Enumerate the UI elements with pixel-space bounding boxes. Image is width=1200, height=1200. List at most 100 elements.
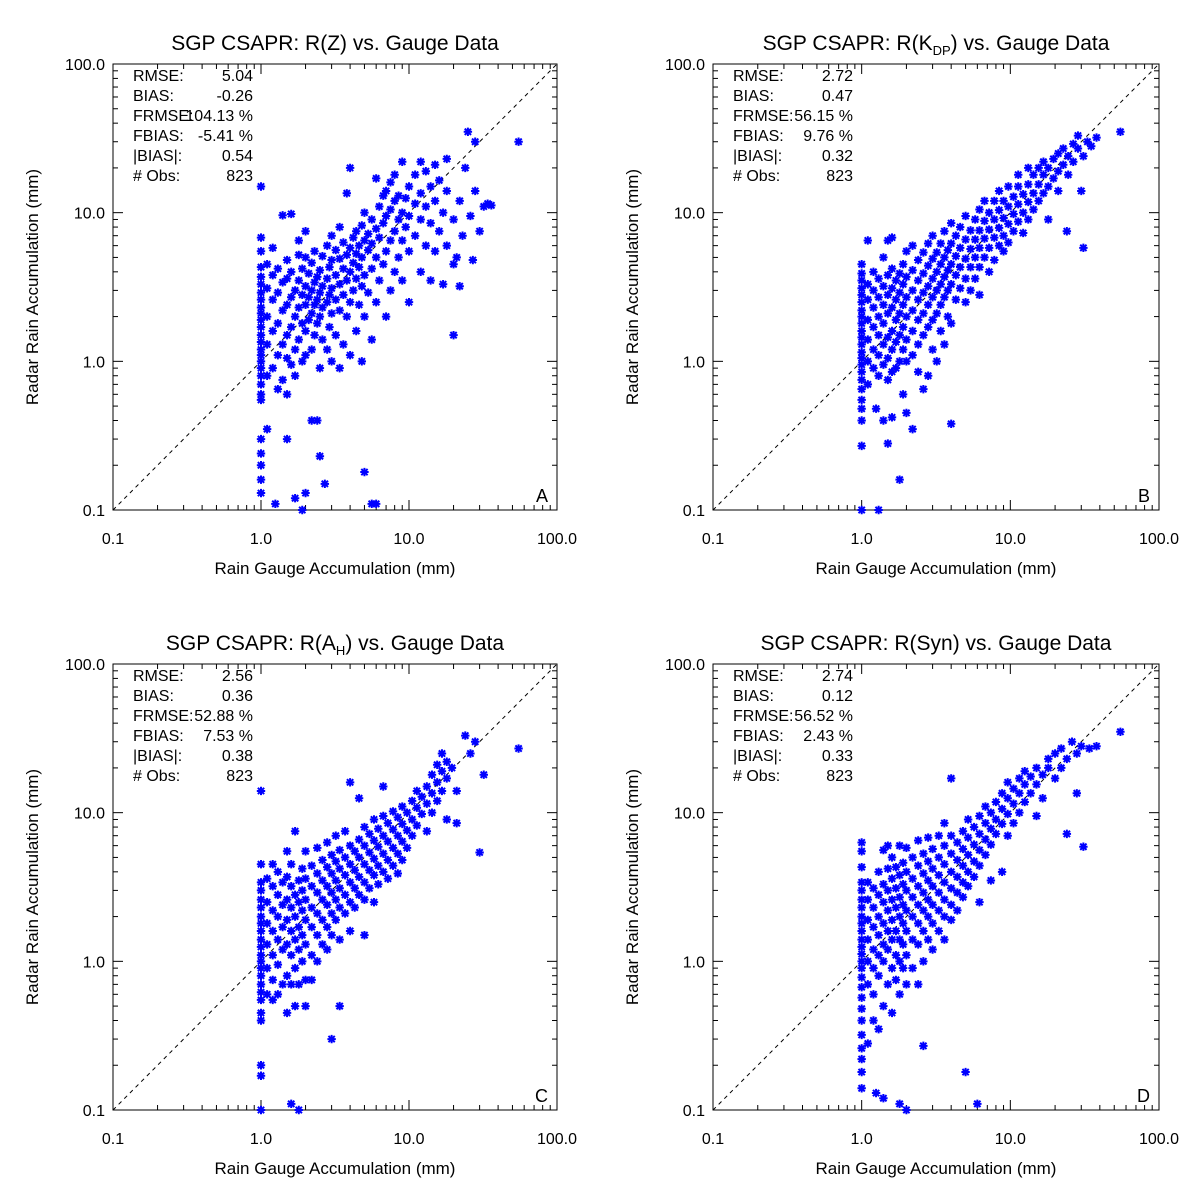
data-point — [290, 935, 300, 944]
data-point — [919, 957, 928, 966]
data-point — [287, 903, 296, 912]
data-point — [895, 288, 904, 297]
data-point — [908, 424, 917, 434]
y-tick-label: 10.0 — [674, 806, 705, 823]
data-point — [891, 884, 901, 893]
data-point — [1004, 219, 1013, 229]
stat-value: 2.56 — [222, 668, 253, 685]
data-point — [401, 194, 410, 203]
data-point — [1079, 842, 1088, 851]
data-point — [345, 267, 355, 277]
data-point — [1044, 763, 1053, 773]
data-point — [371, 174, 381, 183]
data-point — [887, 915, 897, 925]
x-tick-label: 100.0 — [537, 531, 577, 548]
data-point — [857, 290, 866, 300]
data-point — [298, 930, 307, 940]
data-point — [879, 319, 888, 328]
data-point — [887, 367, 897, 377]
data-point — [278, 878, 287, 887]
stat-label: RMSE: — [133, 68, 184, 85]
data-point — [883, 886, 893, 895]
data-point — [958, 844, 968, 854]
data-point — [932, 357, 941, 366]
data-point — [452, 818, 461, 828]
data-point — [313, 416, 322, 425]
data-point — [928, 274, 937, 283]
data-point — [310, 330, 319, 340]
stat-label: BIAS: — [133, 88, 174, 105]
data-point — [946, 419, 956, 429]
data-point — [386, 205, 395, 214]
data-point — [1073, 131, 1083, 140]
data-point — [940, 227, 949, 236]
stat-label: FBIAS: — [733, 128, 784, 145]
data-point — [928, 345, 937, 354]
data-point — [363, 288, 373, 297]
data-point — [874, 1024, 883, 1034]
data-point — [940, 935, 949, 944]
data-point — [1024, 197, 1033, 207]
data-point — [268, 326, 277, 336]
data-point — [902, 408, 911, 418]
data-point — [1062, 829, 1072, 839]
data-point — [335, 254, 344, 263]
data-point — [975, 811, 984, 821]
chart-title: SGP CSAPR: R(Syn) vs. Gauge Data — [761, 632, 1112, 655]
data-point — [883, 270, 893, 280]
x-axis-label: Rain Gauge Accumulation (mm) — [816, 559, 1057, 578]
data-point — [999, 247, 1008, 256]
data-point — [1015, 789, 1024, 798]
data-point — [863, 357, 873, 366]
data-point — [357, 253, 367, 262]
data-point — [394, 191, 403, 200]
stat-value: 823 — [826, 168, 853, 185]
data-point — [857, 312, 866, 321]
data-point — [902, 906, 911, 915]
data-point — [298, 264, 307, 273]
data-point — [301, 227, 310, 236]
data-point — [379, 782, 388, 791]
data-point — [375, 276, 384, 285]
data-point — [315, 288, 325, 297]
data-point — [483, 199, 492, 208]
data-point — [390, 227, 399, 236]
data-point — [891, 315, 901, 325]
data-point — [986, 840, 996, 849]
data-point — [421, 241, 431, 250]
data-point — [470, 137, 480, 146]
data-point — [883, 841, 893, 850]
data-point — [322, 345, 332, 354]
data-point — [984, 225, 994, 234]
data-point — [913, 255, 923, 265]
data-point — [315, 266, 325, 275]
data-point — [951, 231, 961, 240]
data-point — [975, 829, 984, 839]
data-point — [287, 860, 296, 869]
data-point — [442, 154, 451, 164]
data-point — [898, 260, 908, 269]
data-point — [345, 841, 355, 850]
data-point — [1038, 770, 1047, 779]
data-point — [883, 375, 893, 385]
data-point — [282, 895, 292, 904]
data-point — [874, 274, 883, 283]
data-point — [1049, 174, 1058, 183]
data-point — [857, 269, 866, 278]
data-point — [857, 367, 866, 377]
data-point — [857, 993, 866, 1002]
data-point — [932, 267, 941, 277]
data-point — [271, 499, 280, 509]
stat-value: 9.76 % — [803, 128, 853, 145]
data-point — [919, 849, 928, 858]
data-point — [318, 895, 327, 904]
data-point — [322, 274, 332, 283]
data-point — [371, 297, 381, 307]
data-point — [398, 236, 407, 245]
data-point — [898, 345, 908, 354]
data-point — [379, 191, 388, 200]
data-point — [367, 239, 376, 248]
data-point — [1044, 754, 1053, 764]
data-point — [290, 345, 300, 354]
data-point — [345, 926, 355, 936]
